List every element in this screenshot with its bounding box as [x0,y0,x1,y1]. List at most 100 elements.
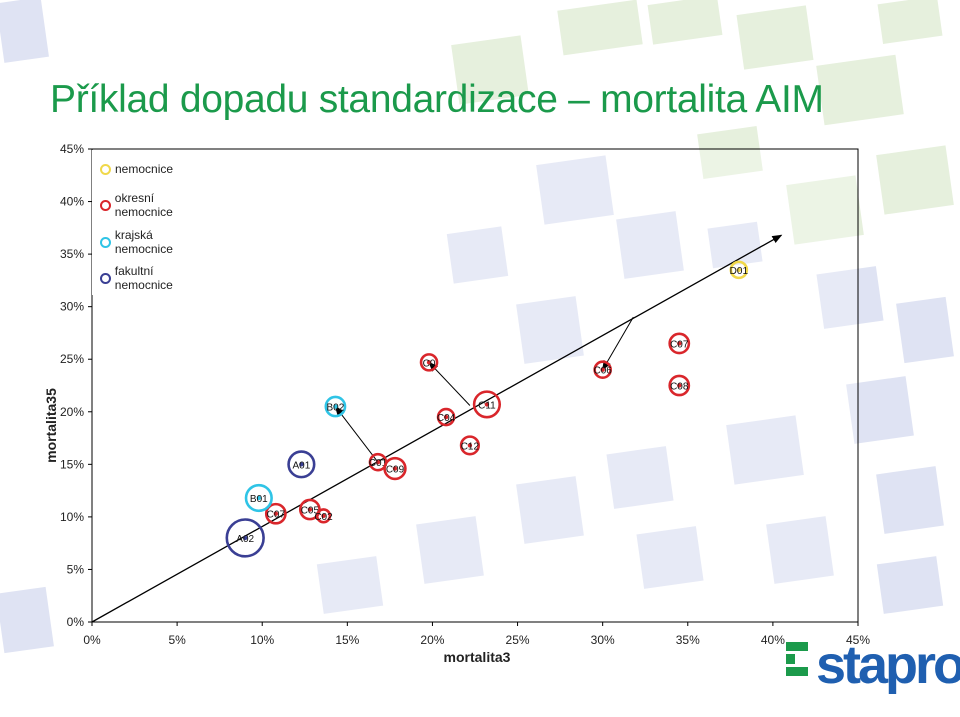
point-marker [593,360,612,380]
data-point: C08 [668,374,691,397]
shift-arrow [602,316,634,371]
data-point: B01 [244,483,273,513]
background-square [0,0,49,63]
background-square [876,145,954,215]
background-square [766,516,834,584]
background-square [697,126,763,179]
data-point: C07 [264,502,287,525]
y-tick-label: 5% [67,562,85,576]
background-square [536,155,614,225]
point-label: C11 [478,400,496,411]
point-center [273,511,279,516]
y-tick-label: 40% [60,195,84,209]
point-marker [472,390,502,419]
point-marker [668,374,691,397]
y-tick-label: 0% [67,615,85,629]
point-center [677,383,682,388]
background-square [636,526,704,589]
legend-item-okresni: okresní nemocnice [100,191,212,219]
background-square [876,556,944,614]
x-tick-label: 10% [250,633,274,647]
data-point: C07 [668,332,691,355]
shift-arrow [428,361,471,406]
point-label: C07 [670,339,689,350]
point-label: C08 [670,382,689,393]
point-center [677,341,682,346]
legend-item-nemocnice: nemocnice [100,160,173,178]
trend-arrow [91,234,783,623]
data-point: C0 [419,353,439,372]
y-axis-title: mortalita35 [43,388,59,463]
background-square [877,0,943,44]
y-tick-label: 25% [60,352,84,366]
point-label: D01 [730,266,749,277]
data-point: C06 [593,360,612,380]
point-marker [264,502,287,525]
data-point: C12 [459,435,480,456]
point-label: C12 [461,441,480,452]
point-center [467,443,473,448]
background-square [316,556,384,614]
legend-label: okresní nemocnice [114,191,173,219]
point-center [299,462,304,467]
background-square [736,5,814,70]
data-point: C04 [436,407,456,427]
point-label: C05 [301,506,320,517]
point-marker [244,483,273,513]
point-marker [225,518,265,558]
chart-legend: nemocnice okresní nemocnice krajská nemo… [92,150,212,295]
point-label: C0 [423,358,436,369]
background-square [786,175,864,245]
stapro-logo: stapro [786,635,960,698]
point-label: B02 [327,403,345,414]
x-tick-label: 15% [335,633,359,647]
x-tick-label: 45% [846,633,870,647]
data-point: C02 [314,508,333,524]
x-axis-title: mortalita3 [444,649,511,665]
point-center [333,404,338,409]
point-label: C02 [314,512,333,523]
point-marker [668,332,691,355]
background-square [557,0,643,56]
background-square [707,221,763,269]
y-tick-label: 10% [60,510,84,524]
point-label: A01 [292,460,310,471]
legend-label: fakultní nemocnice [114,264,173,292]
point-center [256,495,262,501]
background-square [516,296,584,364]
data-point: D01 [729,260,749,280]
point-marker [287,450,316,479]
background-square [647,0,723,45]
x-tick-label: 0% [83,633,101,647]
point-center [600,367,605,372]
background-square [616,211,684,279]
point-center [321,513,326,519]
background-square [516,476,584,544]
y-tick-label: 35% [60,247,84,261]
y-tick-label: 30% [60,300,84,314]
background-square [606,446,674,509]
x-tick-label: 20% [420,633,444,647]
point-label: B01 [250,494,268,505]
background-square [896,296,954,364]
point-center [426,360,432,365]
point-label: C06 [593,366,612,377]
point-marker [383,456,407,481]
legend-item-fakultni: fakultní nemocnice [100,264,212,292]
background-square [726,415,804,485]
x-tick-label: 25% [506,633,530,647]
data-point: C09 [383,456,407,481]
slide-title: Příklad dopadu standardizace – mortalita… [50,78,824,121]
point-label: C04 [437,413,456,424]
background-square [451,35,529,105]
point-marker [436,407,456,427]
point-center [243,535,248,541]
y-tick-label: 20% [60,405,84,419]
legend-marker-nemocnice [100,163,111,175]
data-point: A01 [287,450,316,479]
point-label: C09 [386,465,405,476]
x-tick-label: 5% [168,633,186,647]
point-marker [315,508,332,524]
point-center [307,507,313,512]
background-square [816,266,884,329]
